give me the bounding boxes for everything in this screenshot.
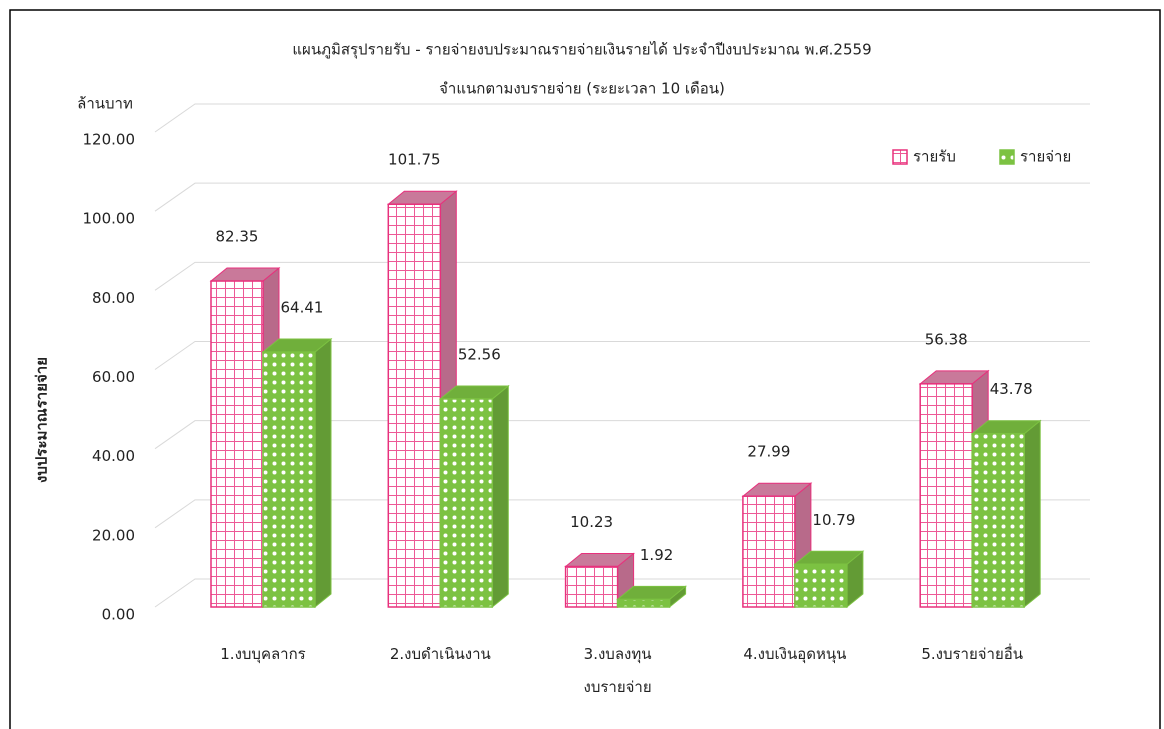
- value-label: 27.99: [747, 443, 790, 461]
- x-tick-label: 3.งบลงทุน งบรายจ่าย: [583, 645, 652, 696]
- y-tick-label: 40.00: [92, 447, 135, 465]
- value-label: 52.56: [458, 345, 501, 363]
- bar-front: [919, 383, 973, 608]
- grid-line: [154, 420, 1090, 450]
- value-label: 43.78: [990, 380, 1033, 398]
- y-tick-label: 0.00: [102, 606, 135, 624]
- y-tick-label: 20.00: [92, 526, 135, 544]
- bar-side: [314, 337, 332, 609]
- grid-line: [154, 103, 1090, 133]
- bar-front: [564, 565, 619, 608]
- bar-side: [1023, 419, 1041, 609]
- bar-front: [387, 203, 442, 608]
- value-label: 10.79: [812, 511, 855, 529]
- value-label: 56.38: [925, 330, 968, 348]
- value-label: 101.75: [388, 151, 441, 169]
- legend-swatch: [999, 149, 1015, 165]
- bar-front: [971, 432, 1025, 608]
- y-tick-label: 120.00: [83, 131, 136, 149]
- y-tick-label: 100.00: [83, 210, 136, 228]
- bar-front: [794, 563, 848, 608]
- value-label: 10.23: [570, 513, 613, 531]
- bar: [438, 384, 510, 609]
- y-axis-title: งบประมาณรายจ่าย: [33, 357, 51, 483]
- bar: [793, 550, 865, 609]
- x-tick-label: 4.งบเงินอุดหนุน: [743, 645, 847, 663]
- legend-swatch: [892, 149, 908, 165]
- value-label: 1.92: [640, 546, 673, 564]
- y-tick-label: 60.00: [92, 368, 135, 386]
- bar-side: [491, 384, 509, 609]
- bar: [261, 337, 333, 609]
- bar-front: [210, 280, 264, 608]
- bar-front: [742, 495, 796, 608]
- legend-label: รายรับ: [913, 148, 956, 166]
- grid-line: [154, 261, 1090, 291]
- grid-line: [154, 182, 1090, 212]
- x-tick-label: 2.งบดำเนินงาน: [389, 645, 491, 663]
- x-tick-label: 5.งบรายจ่ายอื่น: [921, 645, 1024, 663]
- legend-label: รายจ่าย: [1020, 148, 1071, 166]
- grid-line: [154, 341, 1090, 370]
- bar-front: [616, 598, 671, 608]
- frame: [9, 9, 1161, 729]
- x-tick-label: 1.งบบุคลากร: [220, 645, 306, 663]
- chart-title: แผนภูมิสรุปรายรับ - รายจ่ายงบประมาณรายจ่…: [292, 41, 871, 60]
- bar-front: [439, 398, 494, 608]
- bar-front: [262, 351, 316, 608]
- bar: [970, 419, 1042, 609]
- value-label: 64.41: [281, 299, 324, 317]
- value-label: 82.35: [216, 228, 259, 246]
- y-unit: ล้านบาท: [77, 95, 133, 113]
- y-tick-label: 80.00: [92, 289, 135, 307]
- chart-subtitle: จำแนกตามงบรายจ่าย (ระยะเวลา 10 เดือน): [439, 80, 725, 98]
- bar: [616, 585, 688, 609]
